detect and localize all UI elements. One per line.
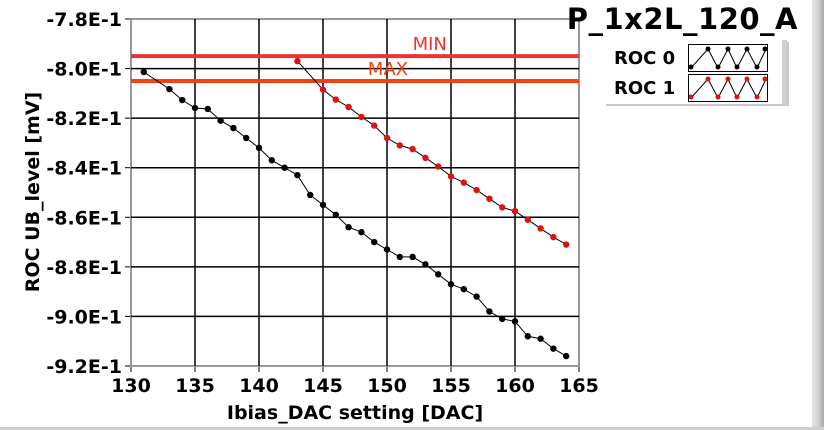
x-tick-label: 165 — [559, 375, 599, 397]
data-point-roc0 — [550, 345, 557, 352]
data-point-roc0 — [563, 352, 570, 360]
data-point-roc0 — [255, 144, 263, 152]
y-tick-label: -8.8E-1 — [46, 257, 122, 279]
data-point-roc0 — [524, 333, 531, 340]
data-point-roc1 — [383, 134, 391, 142]
x-tick-label: 135 — [175, 375, 215, 397]
legend-label: ROC 0 — [614, 47, 676, 69]
data-point-roc1 — [563, 241, 570, 248]
data-point-roc1 — [358, 113, 365, 121]
data-point-roc0 — [294, 171, 301, 179]
window-edge-scrollbar — [812, 0, 824, 430]
legend-swatch-roc1 — [688, 74, 768, 102]
data-point-roc0 — [140, 68, 147, 76]
legend-swatch-roc0 — [688, 44, 768, 72]
data-point-roc0 — [473, 293, 480, 300]
y-tick-label: -7.8E-1 — [46, 9, 122, 31]
data-point-roc0 — [486, 308, 493, 315]
series-group — [140, 57, 570, 360]
data-point-roc0 — [409, 253, 416, 261]
legend-item-roc0[interactable]: ROC 0 — [614, 43, 768, 73]
data-point-roc1 — [473, 186, 480, 194]
data-point-roc0 — [204, 105, 211, 113]
y-tick-label: -8.6E-1 — [46, 207, 122, 229]
limit-label-max: MAX — [368, 59, 408, 80]
data-point-roc0 — [179, 96, 186, 104]
data-point-roc0 — [460, 285, 467, 293]
y-tick-label: -8.2E-1 — [46, 108, 122, 130]
x-tick-label: 140 — [239, 375, 279, 397]
y-tick-label: -8.0E-1 — [46, 59, 122, 81]
data-point-roc0 — [319, 201, 327, 209]
data-point-roc1 — [550, 233, 557, 241]
data-point-roc0 — [332, 211, 339, 219]
legend-item-roc1[interactable]: ROC 1 — [614, 73, 768, 103]
y-tick-label: -8.4E-1 — [46, 158, 122, 180]
data-point-roc1 — [319, 86, 327, 93]
x-tick-label: 150 — [367, 375, 407, 397]
x-axis-title: Ibias_DAC setting [DAC] — [227, 402, 483, 424]
grid — [130, 18, 580, 367]
data-point-roc1 — [524, 216, 531, 223]
data-point-roc1 — [499, 204, 506, 211]
x-tick-label: 155 — [431, 375, 471, 397]
y-tick-label: -9.2E-1 — [46, 356, 122, 378]
data-point-roc1 — [435, 163, 442, 170]
data-point-roc1 — [371, 122, 378, 129]
data-point-roc0 — [230, 124, 237, 132]
legend-label: ROC 1 — [614, 77, 676, 99]
data-point-roc0 — [537, 335, 544, 342]
data-point-roc1 — [486, 195, 493, 202]
data-point-roc0 — [217, 117, 224, 124]
chart-title: P_1x2L_120_A — [566, 2, 798, 36]
data-point-roc0 — [166, 85, 173, 93]
data-point-roc1 — [447, 173, 455, 180]
data-point-roc0 — [243, 134, 250, 142]
data-point-roc0 — [307, 191, 314, 199]
data-point-roc0 — [447, 281, 455, 288]
data-point-roc1 — [537, 225, 544, 232]
axes: 130 135 140 145 150 155 160 165 -7.8E-1 -8.0E-1 -8… — [46, 9, 598, 397]
y-tick-label: -9.0E-1 — [46, 306, 122, 328]
data-point-roc1 — [511, 207, 519, 215]
x-tick-label: 160 — [495, 375, 535, 397]
x-tick-label: 130 — [111, 375, 151, 397]
data-point-roc1 — [332, 96, 339, 103]
data-point-roc0 — [383, 246, 391, 253]
y-axis-title: ROC UB_level [mV] — [22, 92, 44, 292]
limit-label-min: MIN — [413, 34, 447, 55]
data-point-roc0 — [358, 228, 365, 236]
data-point-roc0 — [268, 157, 275, 164]
data-point-roc1 — [294, 57, 301, 65]
data-point-roc0 — [435, 271, 442, 278]
data-point-roc1 — [345, 103, 352, 111]
data-point-roc0 — [345, 224, 352, 231]
data-point-roc0 — [511, 318, 519, 325]
data-point-roc1 — [422, 154, 429, 161]
plot-area — [130, 18, 580, 367]
data-point-roc0 — [396, 253, 403, 261]
data-point-roc1 — [460, 179, 467, 186]
data-point-roc1 — [396, 142, 403, 149]
data-point-roc1 — [409, 145, 416, 153]
data-point-roc0 — [191, 104, 199, 112]
data-point-roc0 — [422, 261, 429, 268]
data-point-roc0 — [281, 164, 288, 171]
data-point-roc0 — [499, 315, 506, 323]
data-point-roc0 — [371, 238, 378, 246]
legend: ROC 0 ROC 1 — [604, 40, 787, 104]
x-tick-label: 145 — [303, 375, 343, 397]
window-edge-bottom — [0, 427, 824, 430]
